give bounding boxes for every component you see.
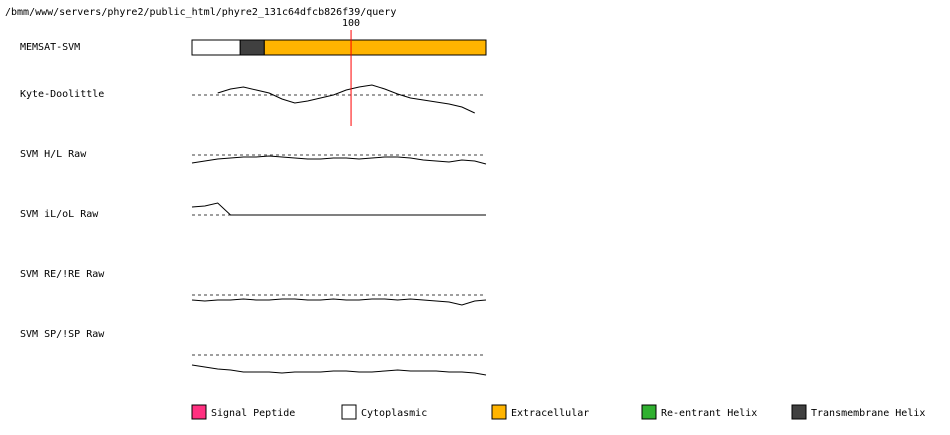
- legend-label: Transmembrane Helix: [811, 408, 925, 419]
- topology-segment: [191, 39, 241, 56]
- trace: [217, 84, 475, 114]
- trace: [191, 155, 487, 165]
- legend-swatch: [791, 404, 807, 420]
- topology-segment: [239, 39, 265, 56]
- legend-swatch: [641, 404, 657, 420]
- track-label: SVM iL/oL Raw: [20, 209, 99, 220]
- trace: [191, 364, 487, 376]
- legend-label: Signal Peptide: [211, 408, 295, 419]
- legend-swatch: [341, 404, 357, 420]
- file-path: /bmm/www/servers/phyre2/public_html/phyr…: [5, 7, 396, 18]
- legend-swatch: [191, 404, 207, 420]
- marker-label: 100: [342, 18, 360, 29]
- legend-label: Extracellular: [511, 408, 589, 419]
- track-label: SVM H/L Raw: [20, 149, 87, 160]
- track-label: SVM SP/!SP Raw: [20, 329, 105, 340]
- legend-label: Cytoplasmic: [361, 408, 427, 419]
- track-label: SVM RE/!RE Raw: [20, 269, 105, 280]
- trace: [191, 202, 486, 216]
- legend-swatch: [491, 404, 507, 420]
- legend-label: Re-entrant Helix: [661, 408, 757, 419]
- topology-segment: [263, 39, 487, 56]
- topology-label: MEMSAT-SVM: [20, 42, 80, 53]
- trace: [191, 298, 487, 306]
- track-label: Kyte-Doolittle: [20, 89, 104, 100]
